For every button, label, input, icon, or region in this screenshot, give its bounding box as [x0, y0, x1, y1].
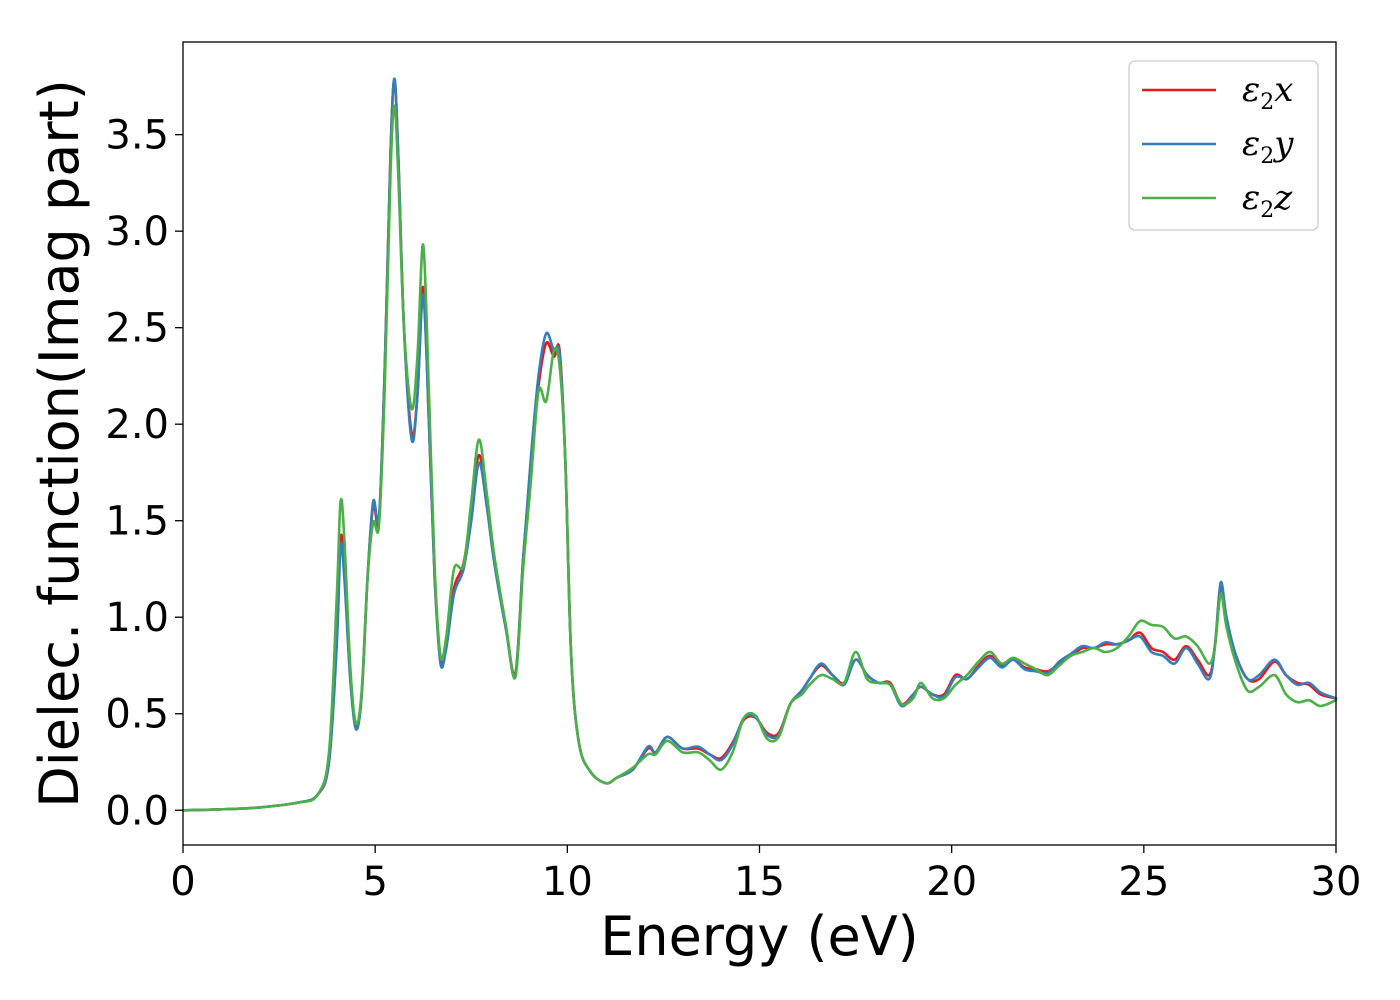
y-tick-label: 2.5	[105, 306, 169, 352]
legend-label-tail: z	[1273, 178, 1293, 218]
series-layer	[181, 77, 1338, 812]
x-tick-label: 0	[170, 859, 195, 905]
x-tick-label: 15	[734, 859, 785, 905]
x-tick-label: 25	[1118, 859, 1169, 905]
x-tick-label: 10	[542, 859, 593, 905]
y-tick-label: 1.0	[105, 595, 169, 641]
legend-label-sub: 2	[1260, 90, 1274, 115]
y-axis: 0.0 0.5 1.0 1.5 2.0 2.5 3.0 3.5	[105, 113, 183, 834]
x-tick-label: 30	[1311, 859, 1362, 905]
x-tick-label: 20	[926, 859, 977, 905]
legend-label-x: ε2x	[1242, 70, 1293, 115]
x-axis: 0 5 10 15 20 25 30	[170, 845, 1361, 905]
series-line-z	[181, 104, 1338, 812]
legend-label-tail: x	[1274, 70, 1293, 110]
legend-label-sub: 2	[1260, 198, 1274, 223]
y-tick-label: 3.5	[105, 113, 169, 159]
legend-label-main: ε	[1242, 70, 1260, 110]
x-tick-label: 5	[362, 859, 387, 905]
y-tick-label: 2.0	[105, 402, 169, 448]
y-tick-label: 0.0	[105, 788, 169, 834]
legend-label-y: ε2y	[1242, 124, 1294, 169]
legend-label-z: ε2z	[1242, 178, 1293, 223]
legend-label-sub: 2	[1260, 144, 1274, 169]
legend-label-main: ε	[1242, 178, 1260, 218]
y-tick-label: 0.5	[105, 692, 169, 738]
x-axis-label: Energy (eV)	[600, 905, 919, 968]
y-tick-label: 3.0	[105, 209, 169, 255]
legend-label-tail: y	[1272, 124, 1294, 164]
y-tick-label: 1.5	[105, 499, 169, 545]
legend-label-main: ε	[1242, 124, 1260, 164]
y-axis-label: Dielec. function(Imag part)	[28, 79, 91, 808]
legend-box	[1128, 60, 1319, 231]
